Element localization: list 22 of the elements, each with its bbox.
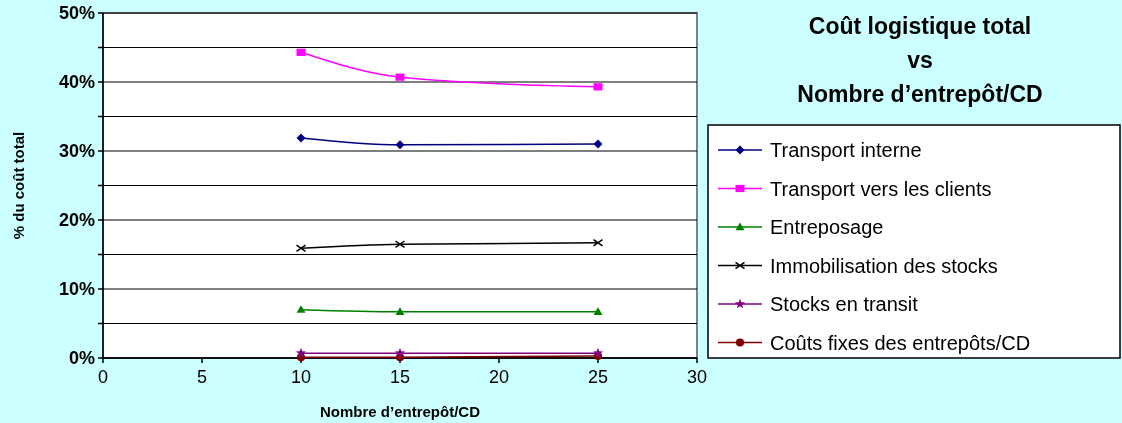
y-tick-label: 40% (58, 72, 95, 92)
x-axis-title: Nombre d’entrepôt/CD (319, 403, 481, 420)
x-tick-label: 20 (488, 367, 510, 387)
legend-label: Coûts fixes des entrepôts/CD (770, 331, 1031, 354)
x-tick-label: 30 (686, 367, 708, 387)
legend-label: Stocks en transit (770, 293, 919, 315)
y-tick-label: 0% (68, 348, 95, 368)
legend-label: Transport vers les clients (770, 177, 992, 200)
y-tick-label: 50% (58, 3, 95, 23)
y-tick-label: 30% (58, 141, 95, 161)
legend-label: Transport interne (770, 139, 922, 161)
x-tick-label: 5 (196, 367, 208, 387)
x-tick-label: 10 (290, 367, 312, 387)
x-tick-label: 25 (587, 367, 609, 387)
x-tick-label: 15 (389, 367, 411, 387)
y-tick-label: 20% (58, 210, 95, 230)
y-tick-label: 10% (58, 279, 95, 299)
x-tick-label: 0 (97, 367, 109, 387)
legend-label: Immobilisation des stocks (770, 254, 998, 277)
legend-label: Entreposage (770, 216, 884, 238)
text: Coût logistique total vs Nombre d’entrepôt/CD (797, 13, 1043, 107)
y-axis-title: % du coût total (10, 131, 27, 240)
